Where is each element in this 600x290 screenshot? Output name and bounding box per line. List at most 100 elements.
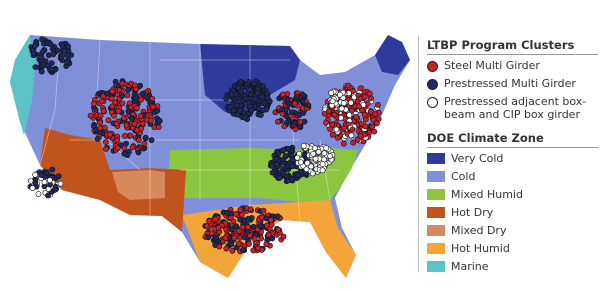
bridge-dot	[345, 82, 352, 89]
bridge-dot	[45, 192, 51, 199]
bridge-dot	[131, 121, 138, 127]
bridge-dot	[370, 117, 377, 123]
bridge-dot	[113, 120, 120, 127]
bridge-dot	[274, 213, 281, 220]
legend-label: Prestressed Multi Girder	[444, 77, 576, 90]
map	[10, 35, 410, 278]
bridge-dot	[245, 99, 252, 106]
bridge-dot	[234, 102, 240, 109]
bridge-dot	[319, 167, 326, 174]
bridge-dot	[230, 107, 237, 114]
bridge-dot	[348, 107, 355, 114]
bridge-dot	[235, 84, 241, 91]
legend-list: Very Cold Cold Mixed Humid Hot Dry Mixed Dry…	[427, 152, 598, 273]
bridge-dot	[47, 41, 54, 48]
bridge-dot	[284, 95, 291, 102]
bridge-dot	[263, 215, 270, 222]
bridge-dot	[279, 106, 286, 113]
bridge-dot	[325, 108, 332, 115]
bridge-dot	[32, 64, 39, 71]
bridge-dot	[138, 96, 144, 103]
bridge-dot	[375, 101, 381, 108]
bridge-dot	[252, 96, 259, 103]
bridge-dot	[114, 144, 121, 151]
bridge-dot	[108, 95, 115, 102]
bridge-dot	[275, 226, 282, 233]
legend-title: DOE Climate Zone	[427, 131, 598, 148]
bridge-dot	[250, 247, 257, 254]
bridge-dot	[273, 161, 280, 168]
bridge-dot	[269, 169, 276, 176]
bridge-dot	[328, 90, 335, 96]
bridge-dot	[273, 155, 279, 162]
bridge-dot	[284, 119, 290, 126]
bridge-dot	[97, 119, 103, 126]
legend-label: Hot Humid	[451, 242, 510, 255]
bridge-dot	[340, 100, 347, 107]
bridge-dot	[107, 131, 113, 138]
bridge-dot	[319, 161, 326, 168]
bridge-dot	[297, 159, 304, 166]
bridge-dot	[297, 119, 304, 125]
bridge-dot	[354, 136, 361, 143]
bridge-dot	[244, 224, 251, 231]
bridge-dot	[49, 166, 56, 173]
bridge-dot	[261, 99, 268, 106]
bridge-dot	[140, 145, 147, 152]
bridge-dot	[222, 235, 229, 241]
bridge-dot	[229, 247, 236, 254]
bridge-dot	[228, 91, 235, 98]
bridge-dot	[54, 47, 61, 54]
bridge-dot	[349, 126, 356, 133]
bridge-dot	[125, 86, 132, 93]
bridge-dot	[257, 112, 264, 118]
bridge-dot	[135, 149, 142, 156]
bridge-dot	[32, 171, 39, 178]
legend-label: Steel Multi Girder	[444, 59, 540, 72]
bridge-dot	[129, 115, 135, 122]
legend-swatch	[427, 207, 445, 218]
bridge-dot	[237, 206, 244, 213]
bridge-dot	[282, 152, 289, 159]
bridge-dot	[350, 139, 357, 146]
bridge-dot	[129, 144, 136, 151]
bridge-dot	[357, 85, 364, 92]
bridge-dot	[304, 160, 311, 166]
bridge-dot	[284, 173, 290, 180]
bridge-dot	[126, 109, 132, 115]
bridge-dot	[105, 117, 112, 124]
bridge-dot	[372, 111, 379, 118]
legend-label: Mixed Humid	[451, 188, 523, 201]
legend-label: Prestressed adjacent box-beam and CIP bo…	[444, 95, 587, 121]
bridge-dot	[228, 241, 235, 248]
bridge-dot	[259, 83, 266, 89]
bridge-dot	[251, 235, 258, 242]
bridge-dot	[303, 166, 310, 173]
bridge-dot	[327, 153, 334, 160]
bridge-dot	[236, 228, 242, 234]
bridge-dot	[245, 215, 252, 222]
bridge-dot	[124, 92, 131, 99]
legend-title: LTBP Program Clusters	[427, 38, 598, 55]
legend-list: Steel Multi Girder Prestressed Multi Gird…	[427, 59, 598, 121]
bridge-dot	[65, 43, 71, 50]
bridge-dot	[38, 54, 45, 61]
bridge-dot	[137, 113, 144, 119]
bridge-dot	[353, 114, 359, 120]
zone-hot-dry	[40, 128, 186, 232]
legend-item: Hot Dry	[427, 206, 598, 219]
legend-item: Prestressed adjacent box-beam and CIP bo…	[427, 95, 598, 121]
bridge-dot	[289, 176, 296, 182]
bridge-dot	[327, 126, 333, 132]
bridge-dot	[137, 82, 144, 89]
bridge-dot	[109, 88, 116, 95]
zone-very-cold	[375, 35, 410, 75]
bridge-dot	[57, 180, 64, 187]
bridge-dot	[94, 135, 101, 142]
bridge-dot	[264, 222, 270, 229]
zone-hot-humid	[182, 200, 356, 278]
bridge-dot	[29, 185, 36, 191]
bridge-dot	[362, 123, 369, 130]
legend-swatch	[427, 225, 445, 236]
bridge-dot	[40, 48, 47, 55]
